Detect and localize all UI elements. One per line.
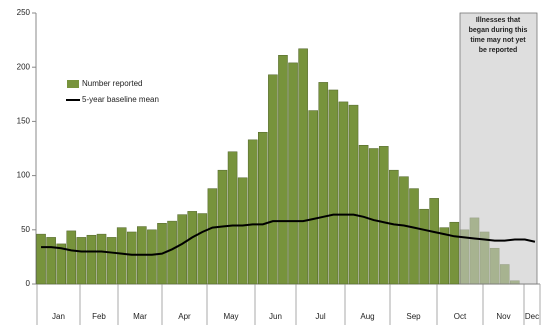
bar bbox=[227, 151, 238, 285]
bar bbox=[167, 220, 177, 285]
bar bbox=[429, 198, 439, 285]
bar bbox=[126, 231, 137, 285]
bar bbox=[338, 101, 349, 285]
annotation: time may not yet bbox=[470, 37, 526, 44]
bar bbox=[247, 139, 258, 285]
bar bbox=[56, 243, 66, 285]
annotation: Illnesses that bbox=[476, 17, 521, 24]
bar bbox=[389, 169, 399, 285]
legend-label: 5-year baseline mean bbox=[82, 95, 159, 104]
bar bbox=[268, 74, 278, 285]
bar bbox=[177, 214, 187, 285]
month-label: Jun bbox=[269, 312, 282, 321]
bar bbox=[197, 213, 208, 285]
y-tick-label: 0 bbox=[26, 279, 31, 288]
bar bbox=[147, 229, 157, 285]
bar bbox=[66, 230, 77, 285]
bar bbox=[258, 131, 268, 285]
legend-label: Number reported bbox=[82, 79, 142, 88]
annotation: began during this bbox=[469, 27, 528, 34]
bar bbox=[368, 148, 379, 285]
bar bbox=[358, 144, 369, 285]
legend-swatch bbox=[67, 80, 79, 88]
bar bbox=[439, 227, 450, 285]
bar bbox=[116, 227, 127, 285]
bar bbox=[348, 104, 359, 285]
y-tick-label: 50 bbox=[21, 225, 30, 234]
y-tick-label: 250 bbox=[17, 8, 31, 17]
bar bbox=[288, 62, 298, 285]
month-label: May bbox=[223, 312, 238, 321]
annotation: be reported bbox=[479, 47, 518, 54]
y-tick-label: 200 bbox=[17, 62, 31, 71]
month-label: Nov bbox=[496, 312, 510, 321]
bar bbox=[187, 211, 198, 285]
bar bbox=[449, 221, 460, 285]
bar bbox=[46, 237, 56, 285]
bar bbox=[399, 176, 409, 285]
bar bbox=[207, 188, 218, 285]
y-tick-label: 150 bbox=[17, 117, 31, 126]
bar bbox=[308, 110, 318, 285]
baseline-line bbox=[41, 213, 536, 256]
bar bbox=[76, 237, 87, 285]
month-label: Dec bbox=[525, 312, 539, 321]
bar bbox=[328, 89, 339, 285]
bar bbox=[419, 208, 429, 285]
month-label: Feb bbox=[92, 312, 106, 321]
bar bbox=[96, 233, 107, 285]
month-label: Oct bbox=[454, 312, 467, 321]
month-label: Sep bbox=[406, 312, 421, 321]
bar bbox=[237, 177, 248, 285]
bar bbox=[409, 188, 419, 285]
bar bbox=[36, 233, 46, 285]
bar bbox=[378, 146, 389, 285]
month-label: Aug bbox=[360, 312, 374, 321]
bar bbox=[278, 55, 288, 285]
y-tick-label: 100 bbox=[17, 171, 31, 180]
bar bbox=[298, 48, 308, 285]
bar bbox=[318, 82, 329, 285]
bar bbox=[106, 237, 117, 285]
month-label: Mar bbox=[133, 312, 147, 321]
bar bbox=[86, 234, 97, 285]
month-label: Jan bbox=[52, 312, 65, 321]
month-label: Apr bbox=[178, 312, 191, 321]
month-label: Jul bbox=[315, 312, 325, 321]
